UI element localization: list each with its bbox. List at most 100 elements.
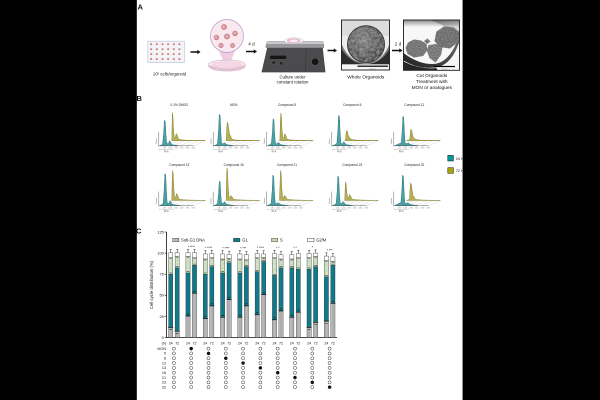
svg-text:200K: 200K (415, 207, 420, 209)
svg-text:Count: Count (390, 198, 393, 204)
svg-text:Count: Count (263, 138, 266, 144)
svg-text:250K: 250K (186, 207, 191, 209)
svg-text:24: 24 (324, 341, 328, 345)
svg-text:Count: Count (155, 138, 158, 144)
svg-text:24: 24 (169, 341, 173, 345)
svg-text:100K: 100K (276, 148, 281, 150)
svg-text:72: 72 (193, 341, 197, 345)
svg-text:50K: 50K (271, 148, 275, 150)
svg-text:Cell cycle distribution (%): Cell cycle distribution (%) (149, 260, 154, 309)
svg-text:A: A (138, 3, 144, 12)
svg-text:24: 24 (273, 341, 277, 345)
svg-text:5: 5 (164, 352, 166, 356)
svg-text:* ****: * **** (205, 246, 213, 250)
svg-text:G2/M: G2/M (316, 238, 327, 243)
svg-text:G1: G1 (242, 238, 248, 243)
svg-text:50K: 50K (217, 148, 221, 150)
svg-text:6: 6 (164, 357, 166, 361)
svg-text:100K: 100K (223, 148, 228, 150)
svg-text:PI-A: PI-A (164, 210, 169, 213)
svg-text:MON: MON (230, 103, 238, 107)
svg-text:Whole Organoids: Whole Organoids (347, 75, 385, 81)
svg-text:0.1% DMSO: 0.1% DMSO (170, 103, 188, 107)
svg-text:100K: 100K (403, 207, 408, 209)
svg-text:72: 72 (314, 341, 318, 345)
svg-text:24: 24 (307, 341, 311, 345)
svg-text:* *: * * (276, 246, 280, 250)
svg-text:300K: 300K (246, 207, 251, 209)
svg-text:100K: 100K (168, 148, 173, 150)
svg-text:200K: 200K (234, 207, 239, 209)
svg-text:23: 23 (162, 381, 166, 385)
svg-text:150K: 150K (409, 207, 414, 209)
svg-text:105 cells/organoid: 105 cells/organoid (153, 71, 187, 76)
svg-text:Count: Count (328, 198, 331, 204)
svg-text:150K: 150K (228, 148, 233, 150)
svg-text:200K: 200K (288, 148, 293, 150)
svg-text:300K: 300K (246, 148, 251, 150)
svg-text:200K: 200K (180, 148, 185, 150)
svg-text:75: 75 (159, 272, 163, 277)
svg-text:72: 72 (227, 341, 231, 345)
svg-text:* ****: * **** (257, 246, 265, 250)
svg-text:72: 72 (279, 341, 283, 345)
svg-text:2 d: 2 d (395, 42, 402, 47)
svg-text:PI-A: PI-A (218, 210, 223, 213)
svg-text:PI-A: PI-A (272, 210, 277, 213)
svg-text:200K: 200K (353, 207, 358, 209)
svg-text:150K: 150K (282, 148, 287, 150)
svg-text:25: 25 (159, 314, 163, 319)
svg-text:Compound 32: Compound 32 (404, 163, 424, 167)
svg-text:150K: 150K (409, 148, 414, 150)
svg-text:500 um: 500 um (370, 68, 376, 70)
svg-text:B: B (137, 94, 143, 103)
svg-text:72: 72 (262, 341, 266, 345)
svg-text:50K: 50K (398, 148, 402, 150)
svg-text:250K: 250K (359, 148, 364, 150)
svg-text:250K: 250K (240, 148, 245, 150)
svg-text:50: 50 (159, 293, 164, 298)
svg-text:200K: 200K (180, 207, 185, 209)
svg-text:125: 125 (157, 229, 164, 234)
svg-text:MON: MON (157, 347, 166, 351)
svg-text:100K: 100K (341, 207, 346, 209)
svg-text:Count: Count (210, 198, 213, 204)
svg-text:50K: 50K (217, 207, 221, 209)
svg-text:250K: 250K (359, 207, 364, 209)
svg-text:PI-A: PI-A (164, 150, 169, 153)
svg-text:PI-A: PI-A (337, 150, 342, 153)
svg-text:Compound 6: Compound 6 (343, 103, 361, 107)
svg-text:72 h: 72 h (456, 169, 463, 173)
svg-text:16: 16 (162, 371, 166, 375)
svg-text:300K: 300K (191, 148, 196, 150)
svg-text:* ****: * **** (222, 246, 230, 250)
svg-text:24: 24 (238, 341, 242, 345)
svg-text:100K: 100K (276, 207, 281, 209)
svg-text:72: 72 (331, 341, 335, 345)
svg-text:* ***: * *** (240, 246, 247, 250)
svg-text:PI-A: PI-A (272, 150, 277, 153)
svg-text:200K: 200K (353, 148, 358, 150)
svg-text:24: 24 (186, 341, 190, 345)
svg-text:MON or analogues: MON or analogues (412, 85, 453, 91)
svg-text:250K: 250K (293, 148, 298, 150)
svg-text:Compound 13: Compound 13 (169, 163, 189, 167)
svg-text:50K: 50K (163, 207, 167, 209)
svg-text:250K: 250K (421, 207, 426, 209)
svg-text:100K: 100K (403, 148, 408, 150)
svg-text:Compound 23: Compound 23 (342, 163, 362, 167)
svg-text:150K: 150K (347, 207, 352, 209)
svg-text:500 um: 500 um (442, 69, 448, 71)
svg-text:100K: 100K (168, 207, 173, 209)
svg-text:50K: 50K (398, 207, 402, 209)
svg-text:Compound 16: Compound 16 (224, 163, 244, 167)
svg-text:S: S (280, 238, 283, 243)
svg-text:PI-A: PI-A (399, 150, 404, 153)
svg-text:PI-A: PI-A (337, 210, 342, 213)
svg-text:300K: 300K (299, 207, 304, 209)
svg-text:Cut Organoids: Cut Organoids (416, 73, 448, 79)
svg-text:50K: 50K (336, 148, 340, 150)
svg-text:50K: 50K (336, 207, 340, 209)
svg-text:32: 32 (162, 385, 166, 389)
svg-text:300K: 300K (191, 207, 196, 209)
